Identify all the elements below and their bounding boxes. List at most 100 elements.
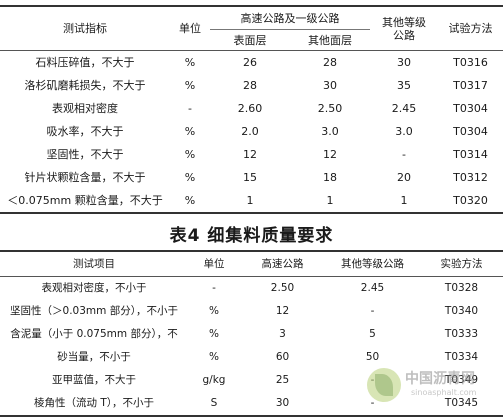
- header-highway-group: 高速公路及一级公路: [210, 5, 370, 30]
- cell-indicator: 针片状颗粒含量，不大于: [24, 171, 146, 184]
- header-surface-layer: 表面层: [210, 29, 290, 51]
- header-method: 试验方法: [438, 5, 503, 51]
- cell-method: T0304: [453, 125, 488, 138]
- header-other-grade-line1: 其他等级: [382, 15, 426, 29]
- cell-highway: 60: [275, 351, 290, 363]
- header-indicator: 测试指标: [0, 5, 170, 51]
- cell-unit: %: [209, 305, 219, 317]
- table4-title: 表4 细集料质量要求: [169, 226, 334, 246]
- cell-test-item: 坚固性（＞0.03mm 部分），不小于: [10, 305, 178, 317]
- cell-highway: 2.50: [270, 282, 295, 294]
- cell-other-grade: 20: [397, 171, 411, 184]
- table-row: 含泥量（小于 0.075mm 部分），不 % 3 5 T0333: [0, 323, 503, 346]
- table-row: 表观相对密度，不小于 - 2.50 2.45 T0328: [0, 277, 503, 301]
- cell-test-item: 亚甲蓝值，不大于: [52, 374, 136, 386]
- cell-other-layer: 12: [323, 148, 337, 161]
- cell-other-grade: 50: [365, 351, 380, 363]
- cell-method: T0304: [453, 102, 488, 115]
- cell-highway: 25: [275, 374, 290, 386]
- table1-body: 石料压碎值，不大于 % 26 28 30 T0316 洛杉矶磨耗损失，不大于 %…: [0, 51, 503, 214]
- cell-unit: %: [184, 125, 196, 138]
- cell-method: T0333: [444, 328, 479, 340]
- cell-unit: g/kg: [202, 374, 226, 386]
- header-other-layer: 其他面层: [290, 29, 370, 51]
- table-row: 坚固性，不大于 % 12 12 - T0314: [0, 143, 503, 166]
- cell-method: T0349: [444, 374, 479, 386]
- cell-method: T0314: [453, 148, 488, 161]
- watermark-url: sinoasphalt.com: [411, 388, 477, 397]
- cell-other-grade: -: [370, 305, 375, 317]
- cell-unit: %: [184, 171, 196, 184]
- cell-other-grade: 30: [397, 56, 411, 69]
- header-other-grade-road: 其他等级公路: [325, 250, 420, 277]
- cell-surface: 12: [243, 148, 257, 161]
- header-other-grade: 其他等级 公路: [370, 5, 438, 51]
- cell-unit: %: [184, 148, 196, 161]
- leaf-icon: [375, 374, 393, 396]
- header-test-method: 实验方法: [420, 250, 503, 277]
- cell-other-grade: 3.0: [395, 125, 413, 138]
- cell-other-layer: 1: [290, 189, 370, 214]
- cell-indicator: 表观相对密度: [52, 102, 118, 115]
- cell-surface: 1: [210, 189, 290, 214]
- cell-indicator: 洛杉矶磨耗损失，不大于: [24, 79, 146, 92]
- cell-unit: %: [209, 328, 219, 340]
- fine-aggregate-table: 测试项目 单位 高速公路 其他等级公路 实验方法 表观相对密度，不小于 - 2.…: [0, 250, 503, 417]
- header-test-item: 测试项目: [0, 250, 188, 277]
- cell-other-layer: 2.50: [317, 102, 343, 115]
- cell-unit: -: [188, 102, 192, 115]
- cell-other-grade: 5: [369, 328, 376, 340]
- table-row: 表观相对密度 - 2.60 2.50 2.45 T0304: [0, 97, 503, 120]
- cell-method: T0340: [444, 305, 479, 317]
- cell-other-layer: 18: [323, 171, 337, 184]
- table-row: 坚固性（＞0.03mm 部分），不小于 % 12 - T0340: [0, 300, 503, 323]
- cell-unit: %: [184, 79, 196, 92]
- cell-method: T0328: [444, 282, 479, 294]
- cell-unit: -: [212, 282, 216, 294]
- cell-method: T0320: [438, 189, 503, 214]
- cell-method: T0316: [453, 56, 488, 69]
- cell-other-grade: 35: [397, 79, 411, 92]
- table-row: 洛杉矶磨耗损失，不大于 % 28 30 35 T0317: [0, 74, 503, 97]
- table-row: 针片状颗粒含量，不大于 % 15 18 20 T0312: [0, 166, 503, 189]
- header-unit: 单位: [170, 5, 210, 51]
- cell-other-layer: 28: [323, 56, 337, 69]
- cell-indicator: ＜0.075mm 颗粒含量，不大于: [0, 189, 170, 214]
- header-unit: 单位: [188, 250, 240, 277]
- cell-surface: 26: [243, 56, 257, 69]
- cell-other-grade: 2.45: [360, 282, 385, 294]
- cell-highway: 30: [240, 392, 325, 417]
- coarse-aggregate-table: 测试指标 单位 高速公路及一级公路 其他等级 公路 试验方法 表面层 其他面层 …: [0, 5, 503, 214]
- table-row: 棱角性（流动 T），不小于 S 30 - T0345: [0, 392, 503, 417]
- cell-test-item: 棱角性（流动 T），不小于: [0, 392, 188, 417]
- cell-unit: %: [184, 56, 196, 69]
- cell-test-item: 表观相对密度，不小于: [41, 282, 147, 294]
- cell-method: T0317: [453, 79, 488, 92]
- header-other-grade-line2: 公路: [393, 28, 415, 42]
- cell-surface: 2.60: [237, 102, 263, 115]
- table-row: 砂当量，不小于 % 60 50 T0334: [0, 346, 503, 369]
- cell-method: T0312: [453, 171, 488, 184]
- cell-unit: %: [209, 351, 219, 363]
- cell-method: T0334: [444, 351, 479, 363]
- watermark-logo: 中国沥青网 sinoasphalt.com: [367, 364, 495, 406]
- cell-other-grade: 1: [370, 189, 438, 214]
- cell-other-layer: 30: [323, 79, 337, 92]
- cell-highway: 12: [275, 305, 290, 317]
- cell-other-grade: 2.45: [391, 102, 417, 115]
- header-highway: 高速公路: [240, 250, 325, 277]
- cell-indicator: 吸水率，不大于: [46, 125, 124, 138]
- cell-indicator: 坚固性，不大于: [46, 148, 124, 161]
- cell-other-grade: -: [402, 148, 406, 161]
- cell-other-layer: 3.0: [321, 125, 339, 138]
- cell-test-item: 砂当量，不小于: [57, 351, 131, 363]
- table-row: 吸水率，不大于 % 2.0 3.0 3.0 T0304: [0, 120, 503, 143]
- cell-highway: 3: [279, 328, 286, 340]
- cell-surface: 15: [243, 171, 257, 184]
- cell-test-item: 含泥量（小于 0.075mm 部分），不: [10, 328, 178, 340]
- cell-unit: %: [170, 189, 210, 214]
- cell-unit: S: [188, 392, 240, 417]
- cell-surface: 28: [243, 79, 257, 92]
- table-row: ＜0.075mm 颗粒含量，不大于 % 1 1 1 T0320: [0, 189, 503, 214]
